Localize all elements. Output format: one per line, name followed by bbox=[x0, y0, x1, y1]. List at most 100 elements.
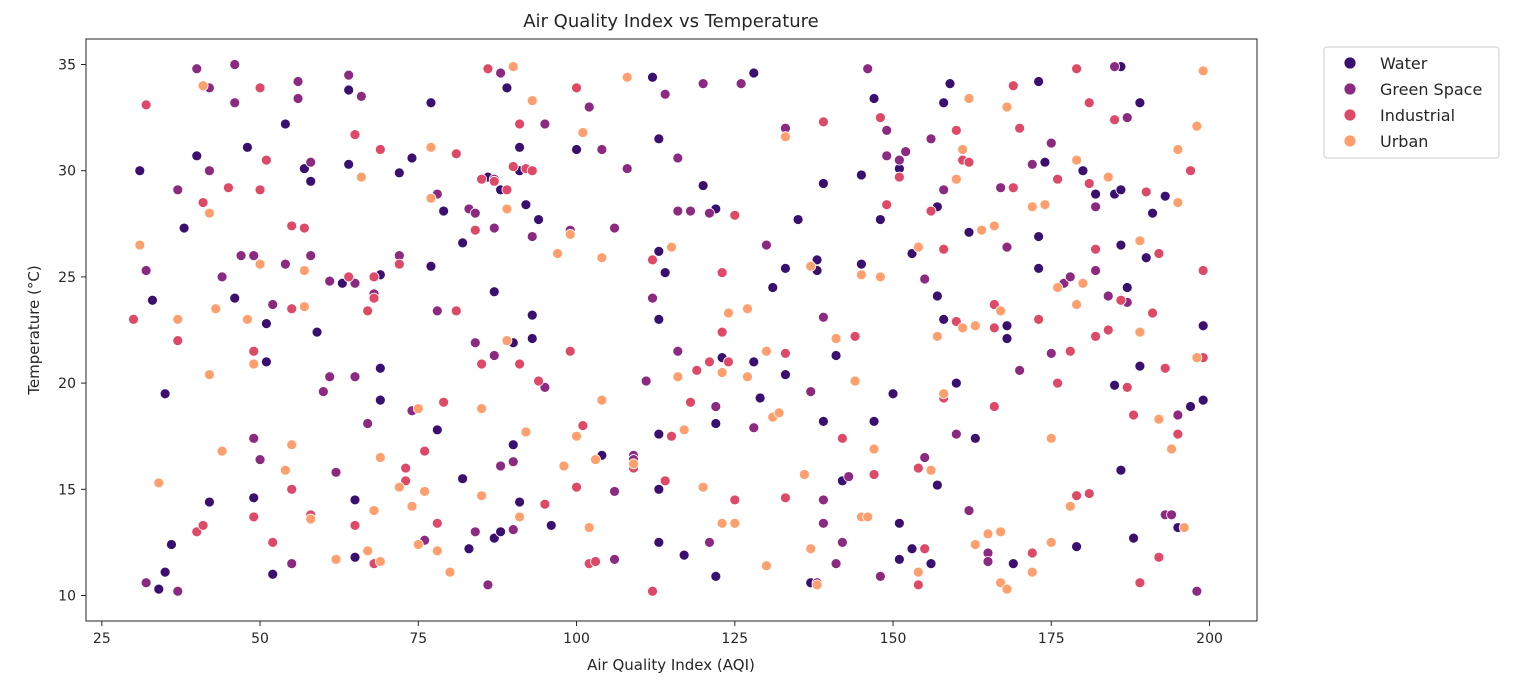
data-point bbox=[1071, 541, 1082, 553]
data-point bbox=[843, 471, 855, 482]
data-point bbox=[526, 231, 538, 242]
data-point bbox=[204, 496, 215, 508]
data-point bbox=[818, 178, 829, 189]
data-point bbox=[1052, 173, 1064, 185]
data-point bbox=[1134, 360, 1146, 372]
data-point bbox=[1121, 112, 1133, 123]
data-point bbox=[153, 583, 165, 595]
data-point bbox=[425, 141, 437, 153]
data-point bbox=[723, 356, 734, 368]
data-point bbox=[292, 93, 304, 104]
data-point bbox=[501, 82, 513, 94]
legend-items: Water Green Space Industrial Urban bbox=[1343, 54, 1482, 151]
data-point bbox=[147, 294, 158, 306]
data-point bbox=[501, 335, 513, 347]
data-point bbox=[286, 220, 298, 232]
data-point bbox=[1102, 290, 1114, 302]
data-point bbox=[533, 375, 544, 387]
legend-marker bbox=[1343, 82, 1357, 96]
data-point bbox=[279, 258, 291, 270]
data-point bbox=[855, 258, 867, 270]
data-point bbox=[938, 97, 950, 109]
data-point bbox=[1064, 271, 1076, 283]
data-point bbox=[545, 520, 557, 531]
data-point bbox=[393, 167, 405, 179]
data-point bbox=[995, 305, 1007, 317]
data-point bbox=[931, 290, 943, 302]
data-point bbox=[507, 161, 519, 172]
data-point bbox=[1014, 364, 1026, 376]
data-point bbox=[849, 330, 861, 342]
data-point bbox=[210, 303, 222, 315]
data-point bbox=[1178, 522, 1190, 533]
data-point bbox=[248, 492, 260, 504]
legend-item: Green Space bbox=[1343, 80, 1482, 99]
data-point bbox=[526, 95, 538, 106]
data-point bbox=[406, 500, 418, 512]
data-point bbox=[710, 570, 722, 582]
data-point bbox=[963, 93, 975, 104]
data-point bbox=[425, 260, 437, 272]
data-point bbox=[324, 371, 336, 383]
data-point bbox=[995, 182, 1007, 194]
data-point bbox=[729, 209, 741, 221]
y-tick-label: 15 bbox=[58, 482, 76, 498]
data-point bbox=[1153, 248, 1165, 259]
data-point bbox=[488, 222, 500, 234]
data-point bbox=[419, 445, 431, 457]
data-point bbox=[906, 543, 918, 555]
data-point bbox=[950, 428, 962, 440]
data-point bbox=[818, 116, 829, 128]
data-point bbox=[533, 214, 544, 225]
data-point bbox=[710, 418, 722, 429]
data-point bbox=[767, 282, 779, 293]
data-point bbox=[1172, 428, 1184, 440]
data-point bbox=[520, 199, 532, 211]
data-point bbox=[1166, 509, 1177, 521]
data-point bbox=[938, 184, 950, 196]
data-point bbox=[495, 526, 507, 538]
x-axis-ticks: 25 50 75 100 125 150 175 200 bbox=[93, 621, 1223, 647]
data-point bbox=[704, 356, 715, 368]
data-point bbox=[571, 82, 582, 94]
data-point bbox=[374, 452, 386, 463]
data-point bbox=[925, 558, 937, 570]
data-point bbox=[1045, 137, 1057, 149]
data-point bbox=[1083, 178, 1095, 189]
data-point bbox=[248, 358, 260, 370]
x-tick-label: 200 bbox=[1196, 631, 1223, 647]
data-point bbox=[140, 577, 152, 589]
data-point bbox=[191, 150, 203, 162]
data-point bbox=[729, 517, 741, 529]
y-tick-label: 30 bbox=[58, 164, 76, 180]
data-point bbox=[710, 401, 722, 412]
data-point bbox=[1007, 182, 1019, 194]
data-point bbox=[172, 184, 184, 196]
y-tick-label: 35 bbox=[58, 57, 76, 73]
data-point bbox=[362, 418, 374, 429]
data-point bbox=[1090, 330, 1101, 342]
data-point bbox=[1197, 65, 1209, 77]
data-point bbox=[406, 152, 418, 164]
data-point bbox=[830, 333, 842, 344]
data-point bbox=[640, 375, 652, 387]
data-point bbox=[450, 148, 462, 160]
data-point bbox=[1147, 307, 1158, 319]
x-tick-label: 175 bbox=[1038, 631, 1065, 647]
data-point bbox=[761, 239, 772, 251]
data-point bbox=[893, 554, 905, 565]
data-point bbox=[305, 156, 317, 168]
data-point bbox=[716, 267, 728, 279]
data-point bbox=[305, 250, 317, 262]
data-point bbox=[172, 585, 184, 597]
data-point bbox=[988, 299, 1000, 310]
data-point bbox=[1039, 156, 1051, 168]
data-point bbox=[229, 59, 241, 70]
legend-label: Water bbox=[1380, 54, 1428, 73]
data-point bbox=[596, 394, 608, 406]
data-point bbox=[1172, 197, 1184, 208]
data-point bbox=[260, 318, 272, 330]
data-point bbox=[818, 311, 829, 323]
data-point bbox=[893, 517, 905, 529]
data-point bbox=[1071, 490, 1082, 502]
